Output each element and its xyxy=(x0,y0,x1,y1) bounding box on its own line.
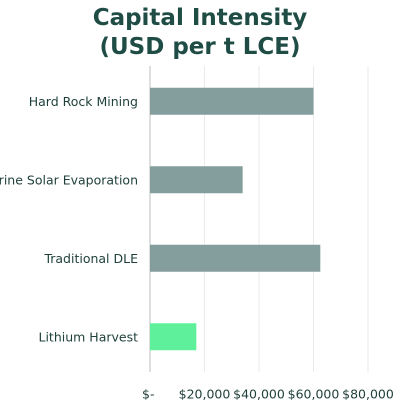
x-tick-labels: $- $20,000 $40,000 $60,000 $80,000 xyxy=(142,387,394,400)
x-tick-label: $60,000 xyxy=(288,387,340,400)
category-label: Brine Solar Evaporation xyxy=(0,172,138,187)
category-labels: Hard Rock Mining Brine Solar Evaporation T… xyxy=(0,94,138,345)
bar xyxy=(150,166,243,194)
x-tick-label: $40,000 xyxy=(233,387,285,400)
gridlines xyxy=(204,66,369,372)
chart-title: Capital Intensity (USD per t LCE) xyxy=(0,4,400,62)
bar xyxy=(150,244,321,272)
category-label: Traditional DLE xyxy=(43,251,138,266)
x-tick-label: $80,000 xyxy=(342,387,394,400)
category-label: Lithium Harvest xyxy=(38,329,138,344)
bar xyxy=(150,87,314,115)
chart-title-line-1: Capital Intensity xyxy=(92,5,308,31)
category-label: Hard Rock Mining xyxy=(29,94,138,109)
bars xyxy=(150,87,321,351)
x-tick-label: $20,000 xyxy=(179,387,231,400)
chart-title-line-2: (USD per t LCE) xyxy=(99,34,301,60)
x-tick-label: $- xyxy=(142,387,154,400)
bar xyxy=(150,323,197,351)
